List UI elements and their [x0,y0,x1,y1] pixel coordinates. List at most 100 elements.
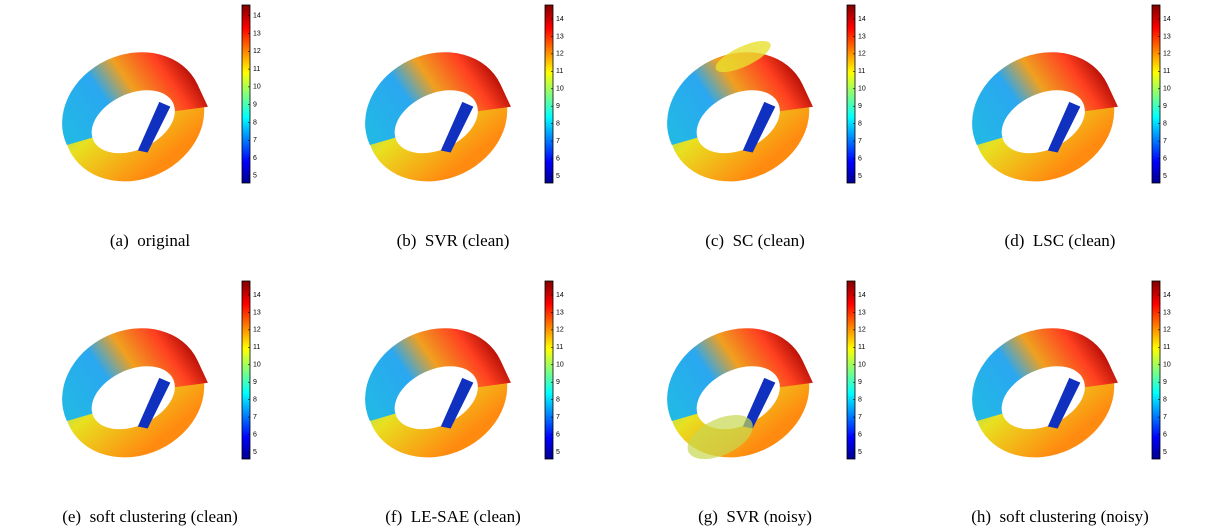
colorbar-tick-label: 13 [858,309,866,316]
colorbar-tick-label: 10 [556,86,564,93]
colorbar-tick-label: 14 [253,292,261,299]
colorbar-tick-label: 11 [858,344,865,351]
roll-tail [742,101,776,153]
colorbar-tick-label: 5 [1163,173,1167,180]
colorbar-tick-label: 10 [253,362,261,369]
colorbar-tick-label: 10 [1163,362,1171,369]
colorbar-tick-label: 10 [1163,86,1171,93]
colorbar [241,4,251,184]
colorbar-tick-label: 13 [1163,33,1171,40]
colorbar-tick-label: 6 [1163,431,1167,438]
colorbar-tick-label: 13 [858,33,866,40]
scatter-roll [62,52,208,182]
colorbar-tick-label: 11 [253,344,260,351]
colorbar-tick-label: 5 [1163,449,1167,456]
colorbar-tick-label: 7 [1163,414,1167,421]
subfigure: 5 6 7 8 9 10 11 12 13 14 (c) SC (clean) [667,4,866,250]
colorbar-tick-label: 8 [1163,121,1167,128]
roll-tail [440,101,474,153]
colorbar-tick-label: 6 [858,431,862,438]
colorbar [1151,280,1161,460]
colorbar [544,4,554,184]
subfigure: 5 6 7 8 9 10 11 12 13 14 (a) original [62,4,261,250]
colorbar-tick-label: 11 [858,68,865,75]
colorbar-tick-label: 7 [556,414,560,421]
colorbar-tick-label: 14 [1163,292,1171,299]
scatter-roll [365,328,511,458]
colorbar-tick-label: 6 [253,431,257,438]
colorbar [846,280,856,460]
colorbar-tick-label: 8 [1163,397,1167,404]
subfigure: 5 6 7 8 9 10 11 12 13 14 (d) LSC (clean) [972,4,1171,250]
caption: (d) LSC (clean) [1005,231,1116,250]
colorbar-tick-label: 12 [556,51,564,58]
colorbar [846,4,856,184]
colorbar-tick-label: 12 [858,51,866,58]
colorbar-tick-label: 14 [556,16,564,23]
colorbar-tick-label: 11 [556,68,563,75]
scatter-roll [972,52,1118,182]
scatter-roll [667,328,813,460]
caption: (e) soft clustering (clean) [62,507,238,526]
colorbar [241,280,251,460]
roll-tail [1047,377,1081,429]
colorbar-tick-label: 11 [556,344,563,351]
colorbar-tick-label: 12 [556,327,564,334]
colorbar-tick-label: 7 [253,137,257,144]
colorbar-tick-label: 8 [556,121,560,128]
subfigure: 5 6 7 8 9 10 11 12 13 14 (g) SVR (noisy) [667,280,866,526]
colorbar-tick-label: 13 [1163,309,1171,316]
scatter-roll [667,40,813,182]
roll-tail [742,377,776,429]
colorbar-tick-label: 6 [556,155,560,162]
caption: (f) LE-SAE (clean) [385,507,520,526]
colorbar-tick-label: 12 [253,327,261,334]
colorbar-tick-label: 8 [253,397,257,404]
colorbar-tick-label: 10 [858,86,866,93]
colorbar-tick-label: 5 [253,173,257,180]
subfigure: 5 6 7 8 9 10 11 12 13 14 (h) soft clustering (nois… [971,280,1171,526]
colorbar-tick-label: 9 [556,103,560,110]
roll-patch [687,415,753,460]
colorbar-tick-label: 10 [556,362,564,369]
colorbar-tick-label: 8 [556,397,560,404]
roll-tail [137,101,171,153]
colorbar-tick-label: 7 [858,138,862,145]
colorbar-tick-label: 7 [253,414,257,421]
colorbar-tick-label: 9 [858,379,862,386]
colorbar-tick-label: 12 [1163,51,1171,58]
colorbar-tick-label: 13 [253,30,261,37]
colorbar-tick-label: 10 [858,362,866,369]
subfigure: 5 6 7 8 9 10 11 12 13 14 (b) SVR (clean) [365,4,564,250]
colorbar-tick-label: 9 [556,379,560,386]
colorbar-tick-label: 7 [858,414,862,421]
scatter-roll [972,328,1118,458]
caption: (g) SVR (noisy) [698,507,812,526]
colorbar-tick-label: 6 [253,155,257,162]
caption: (b) SVR (clean) [397,231,510,250]
colorbar-tick-label: 13 [556,33,564,40]
roll-patch [715,40,771,73]
colorbar [544,280,554,460]
colorbar-tick-label: 5 [556,173,560,180]
colorbar-tick-label: 9 [1163,103,1167,110]
colorbar-tick-label: 14 [858,292,866,299]
colorbar-tick-label: 14 [556,292,564,299]
colorbar-tick-label: 7 [1163,138,1167,145]
colorbar-tick-label: 12 [858,327,866,334]
colorbar-tick-label: 9 [253,102,257,109]
colorbar-tick-label: 11 [1163,344,1170,351]
colorbar-tick-label: 5 [858,449,862,456]
colorbar-tick-label: 6 [1163,155,1167,162]
colorbar-tick-label: 9 [858,103,862,110]
colorbar-tick-label: 6 [556,431,560,438]
caption: (h) soft clustering (noisy) [971,507,1149,526]
scatter-roll [365,52,511,182]
caption: (c) SC (clean) [705,231,805,250]
colorbar-tick-label: 13 [253,309,261,316]
roll-tail [137,377,171,429]
colorbar-tick-label: 9 [1163,379,1167,386]
colorbar-tick-label: 8 [253,119,257,126]
caption: (a) original [110,231,191,250]
